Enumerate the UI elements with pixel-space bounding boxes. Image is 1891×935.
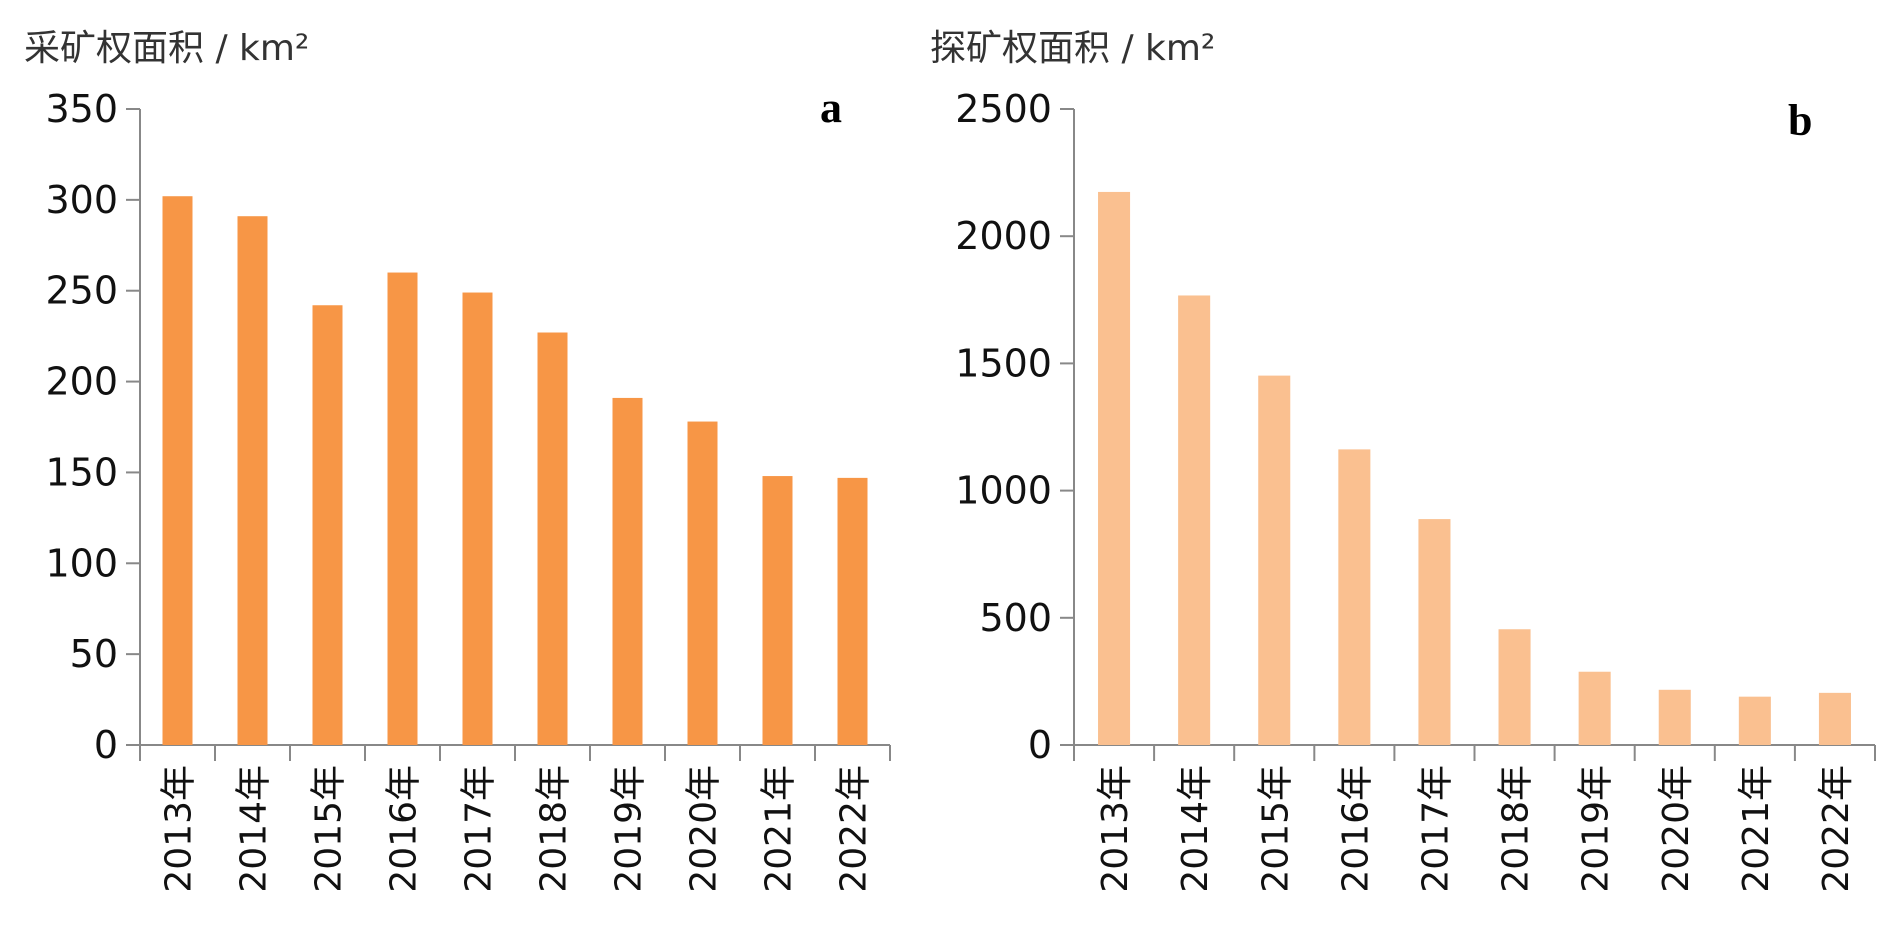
x-tick-label: 2015年 bbox=[1255, 765, 1296, 893]
y-tick-label: 0 bbox=[94, 723, 118, 767]
x-tick-label: 2014年 bbox=[234, 765, 275, 893]
y-tick-label: 2500 bbox=[955, 87, 1052, 131]
bar-2014年 bbox=[237, 216, 268, 745]
x-tick-label: 2021年 bbox=[759, 765, 800, 893]
bar-2013年 bbox=[162, 196, 193, 746]
bar-2021年 bbox=[762, 476, 793, 745]
y-tick-label: 0 bbox=[1028, 723, 1052, 767]
x-tick-label: 2016年 bbox=[1335, 765, 1376, 893]
x-tick-label: 2022年 bbox=[834, 765, 875, 893]
bar-2019年 bbox=[1578, 671, 1611, 745]
x-tick-label: 2019年 bbox=[1576, 765, 1617, 893]
y-tick-label: 1000 bbox=[955, 469, 1052, 513]
x-tick-label: 2021年 bbox=[1736, 765, 1777, 893]
bar-2020年 bbox=[1658, 689, 1691, 745]
bar-2022年 bbox=[1818, 692, 1851, 745]
bar-2016年 bbox=[1338, 449, 1371, 745]
bar-2015年 bbox=[312, 305, 343, 745]
x-tick-label: 2019年 bbox=[609, 765, 650, 893]
x-tick-label: 2013年 bbox=[1095, 765, 1136, 893]
x-tick-label: 2018年 bbox=[534, 765, 575, 893]
y-tick-label: 1500 bbox=[955, 341, 1052, 385]
bar-2019年 bbox=[612, 397, 643, 745]
x-tick-label: 2020年 bbox=[684, 765, 725, 893]
bar-2015年 bbox=[1258, 375, 1291, 745]
bar-2017年 bbox=[462, 292, 493, 745]
y-tick-label: 300 bbox=[45, 178, 118, 222]
x-tick-label: 2022年 bbox=[1816, 765, 1857, 893]
bar-2022年 bbox=[837, 477, 868, 745]
bar-2020年 bbox=[687, 421, 718, 745]
x-tick-label: 2015年 bbox=[309, 765, 350, 893]
y-tick-label: 2000 bbox=[955, 214, 1052, 258]
y-axis-title: 探矿权面积 / km² bbox=[930, 28, 1215, 69]
y-axis-title: 采矿权面积 / km² bbox=[24, 28, 309, 69]
panel-label: b bbox=[1788, 96, 1812, 145]
x-tick-label: 2018年 bbox=[1496, 765, 1537, 893]
x-tick-label: 2020年 bbox=[1656, 765, 1697, 893]
y-tick-label: 50 bbox=[70, 632, 118, 676]
bar-2014年 bbox=[1178, 295, 1211, 745]
y-tick-label: 100 bbox=[45, 541, 118, 585]
x-tick-label: 2013年 bbox=[159, 765, 200, 893]
bar-2016年 bbox=[387, 272, 418, 745]
panel-label: a bbox=[820, 83, 842, 132]
y-tick-label: 150 bbox=[45, 450, 118, 494]
y-tick-label: 350 bbox=[45, 87, 118, 131]
x-tick-label: 2014年 bbox=[1175, 765, 1216, 893]
bar-2013年 bbox=[1098, 191, 1131, 746]
x-tick-label: 2016年 bbox=[384, 765, 425, 893]
y-tick-label: 250 bbox=[45, 269, 118, 313]
bar-2018年 bbox=[537, 332, 568, 745]
y-tick-label: 500 bbox=[979, 596, 1052, 640]
y-tick-label: 200 bbox=[45, 360, 118, 404]
x-tick-label: 2017年 bbox=[459, 765, 500, 893]
bar-2021年 bbox=[1738, 696, 1771, 745]
bar-2018年 bbox=[1498, 629, 1531, 745]
x-tick-label: 2017年 bbox=[1415, 765, 1456, 893]
bar-2017年 bbox=[1418, 519, 1451, 745]
